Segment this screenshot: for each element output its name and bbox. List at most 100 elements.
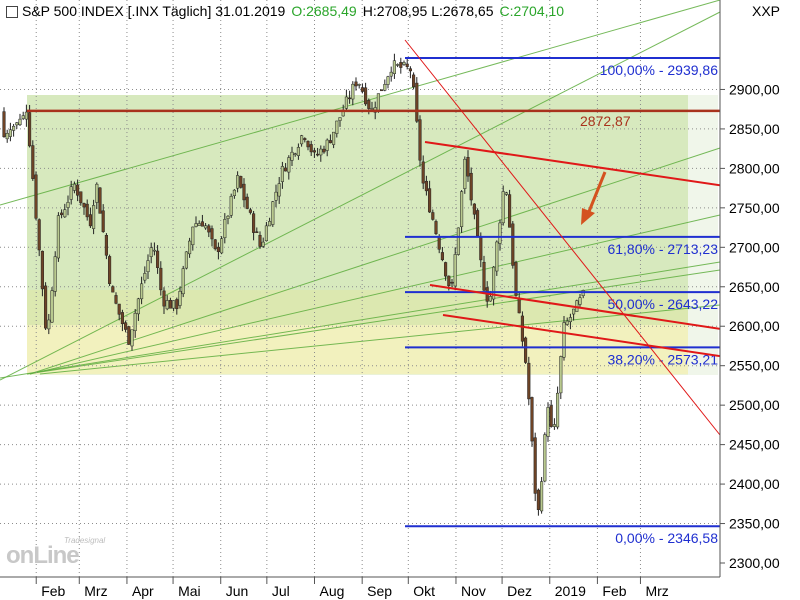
- candle-body: [383, 84, 387, 91]
- candle-body: [184, 251, 188, 269]
- candle-body: [370, 108, 374, 110]
- diagonal-line: [404, 39, 721, 436]
- candle-body: [216, 246, 220, 253]
- candle-body: [274, 191, 278, 201]
- x-tick-label: Apr: [132, 583, 154, 599]
- fib-label-4: 0,00% - 2346,58: [615, 530, 718, 546]
- candle-body: [335, 120, 339, 134]
- candle-body: [303, 138, 307, 141]
- x-tick-label: Nov: [461, 583, 486, 599]
- fib-label-1: 61,80% - 2713,23: [607, 241, 718, 257]
- candle-body: [405, 63, 409, 67]
- candle-body: [21, 115, 25, 119]
- candle-body: [146, 260, 150, 273]
- candle-body: [95, 183, 99, 203]
- candle-body: [130, 329, 134, 347]
- candle-body: [178, 290, 182, 306]
- candle-body: [360, 87, 364, 92]
- candle-body: [319, 148, 323, 156]
- candle-body: [194, 223, 198, 227]
- candle-body: [495, 241, 499, 272]
- candle-body: [82, 203, 86, 208]
- candle-body: [229, 196, 233, 216]
- candle-body: [386, 76, 390, 85]
- candle-body: [364, 87, 368, 105]
- candle-body: [524, 337, 528, 363]
- candle-body: [236, 175, 240, 189]
- y-tick-label: 2400,00: [729, 476, 780, 492]
- candle-body: [223, 219, 227, 239]
- candle-body: [15, 122, 19, 126]
- collapse-toggle-icon[interactable]: [6, 6, 18, 19]
- candle-body: [316, 153, 320, 156]
- candle-body: [469, 172, 473, 201]
- x-tick-label: Jun: [226, 583, 249, 599]
- candle-body: [165, 300, 169, 310]
- candle-body: [498, 222, 502, 244]
- candle-body: [296, 147, 300, 156]
- x-tick-label: Jul: [272, 583, 290, 599]
- region-right: [688, 95, 718, 375]
- candle-body: [85, 203, 89, 218]
- fan-line-5: [26, 269, 721, 375]
- candle-body: [376, 93, 380, 112]
- y-tick-label: 2550,00: [729, 358, 780, 374]
- candle-body: [514, 262, 518, 296]
- candle-body: [143, 273, 147, 281]
- candle-body: [552, 424, 556, 427]
- candle-body: [156, 250, 160, 268]
- candle-body: [434, 221, 438, 234]
- y-tick-label: 2900,00: [729, 81, 780, 97]
- close-value: C:2704,10: [499, 3, 565, 19]
- logo-main-text: onLine: [6, 542, 80, 569]
- candle-body: [66, 202, 70, 208]
- candle-body: [354, 81, 358, 87]
- candle-body: [220, 238, 224, 254]
- candle-body: [380, 89, 384, 92]
- candle-body: [34, 174, 38, 219]
- candle-body: [264, 225, 268, 242]
- x-tick-label: Mai: [178, 583, 201, 599]
- fan-line-1: [0, 11, 721, 381]
- candle-body: [172, 300, 176, 309]
- candle-body: [124, 322, 128, 330]
- candle-body: [533, 437, 537, 494]
- region-green: [27, 95, 688, 325]
- y-tick-label: 2850,00: [729, 121, 780, 137]
- candle-body: [104, 235, 108, 256]
- candle-body: [351, 83, 355, 100]
- x-tick-label: Mrz: [645, 583, 668, 599]
- y-tick-label: 2300,00: [729, 555, 780, 571]
- candle-body: [421, 161, 425, 184]
- candle-body: [450, 281, 454, 284]
- candle-body: [389, 71, 393, 77]
- candle-body: [322, 148, 326, 153]
- candle-body: [447, 275, 451, 287]
- x-tick-label: Feb: [41, 583, 65, 599]
- candle-body: [424, 180, 428, 192]
- candle-body: [168, 299, 172, 309]
- x-tick-label: Dez: [507, 583, 532, 599]
- candle-body: [418, 119, 422, 161]
- candle-body: [367, 100, 371, 109]
- candle-body: [572, 308, 576, 315]
- candle-body: [309, 144, 313, 153]
- candle-body: [536, 489, 540, 510]
- candle-body: [479, 237, 483, 261]
- candle-body: [287, 157, 291, 173]
- candle-body: [476, 210, 480, 237]
- candle-body: [197, 223, 201, 226]
- candle-body: [508, 194, 512, 228]
- x-tick-label: 2019: [555, 583, 586, 599]
- symbol-title: S&P 500 INDEX [.INX Täglich] 31.01.2019: [22, 3, 286, 19]
- candle-body: [280, 166, 284, 182]
- candle-body: [50, 290, 54, 323]
- candle-body: [396, 64, 400, 66]
- fib-label-3: 38,20% - 2573,21: [607, 351, 718, 367]
- candle-body: [402, 62, 406, 65]
- candle-body: [338, 117, 342, 121]
- high-low-value: H:2708,95 L:2678,65: [362, 3, 494, 19]
- candle-body: [79, 191, 83, 204]
- candle-body: [232, 189, 236, 196]
